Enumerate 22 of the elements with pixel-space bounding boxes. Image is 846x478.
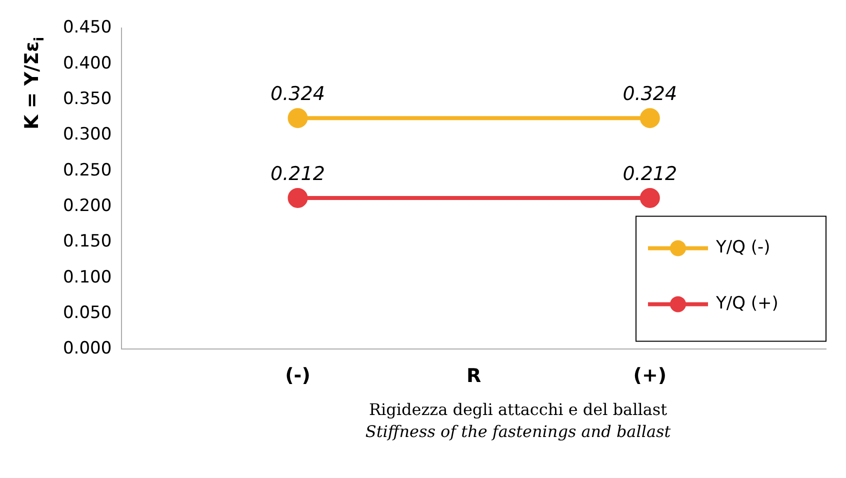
y-tick-label: 0.350 (62, 88, 112, 109)
legend-label: Y/Q (+) (715, 294, 778, 314)
y-tick-label: 0.300 (62, 124, 112, 145)
y-tick-label: 0.450 (62, 18, 112, 38)
y-tick-label: 0.000 (62, 338, 112, 359)
y-tick-label: 0.050 (62, 302, 112, 323)
data-label: 0.212 (270, 162, 325, 185)
data-label: 0.324 (622, 83, 678, 106)
x-axis-title: R (466, 365, 482, 388)
data-label: 0.212 (622, 162, 678, 185)
y-axis-title: K = Y/Σεi (21, 36, 48, 130)
x-tick-label: (-) (285, 364, 310, 387)
legend-label: Y/Q (-) (715, 238, 770, 258)
y-tick-label: 0.200 (62, 196, 112, 216)
y-tick-label: 0.100 (62, 267, 112, 288)
y-tick-label: 0.150 (62, 232, 112, 252)
x-tick-label: (+) (633, 364, 667, 387)
text: Stiffness of the fastenings and ballast (365, 422, 672, 442)
text: Rigidezza degli attacchi e del ballast (368, 400, 668, 420)
y-tick-label: 0.400 (62, 53, 112, 74)
data-label: 0.324 (270, 83, 325, 106)
y-tick-label: 0.250 (62, 160, 112, 180)
